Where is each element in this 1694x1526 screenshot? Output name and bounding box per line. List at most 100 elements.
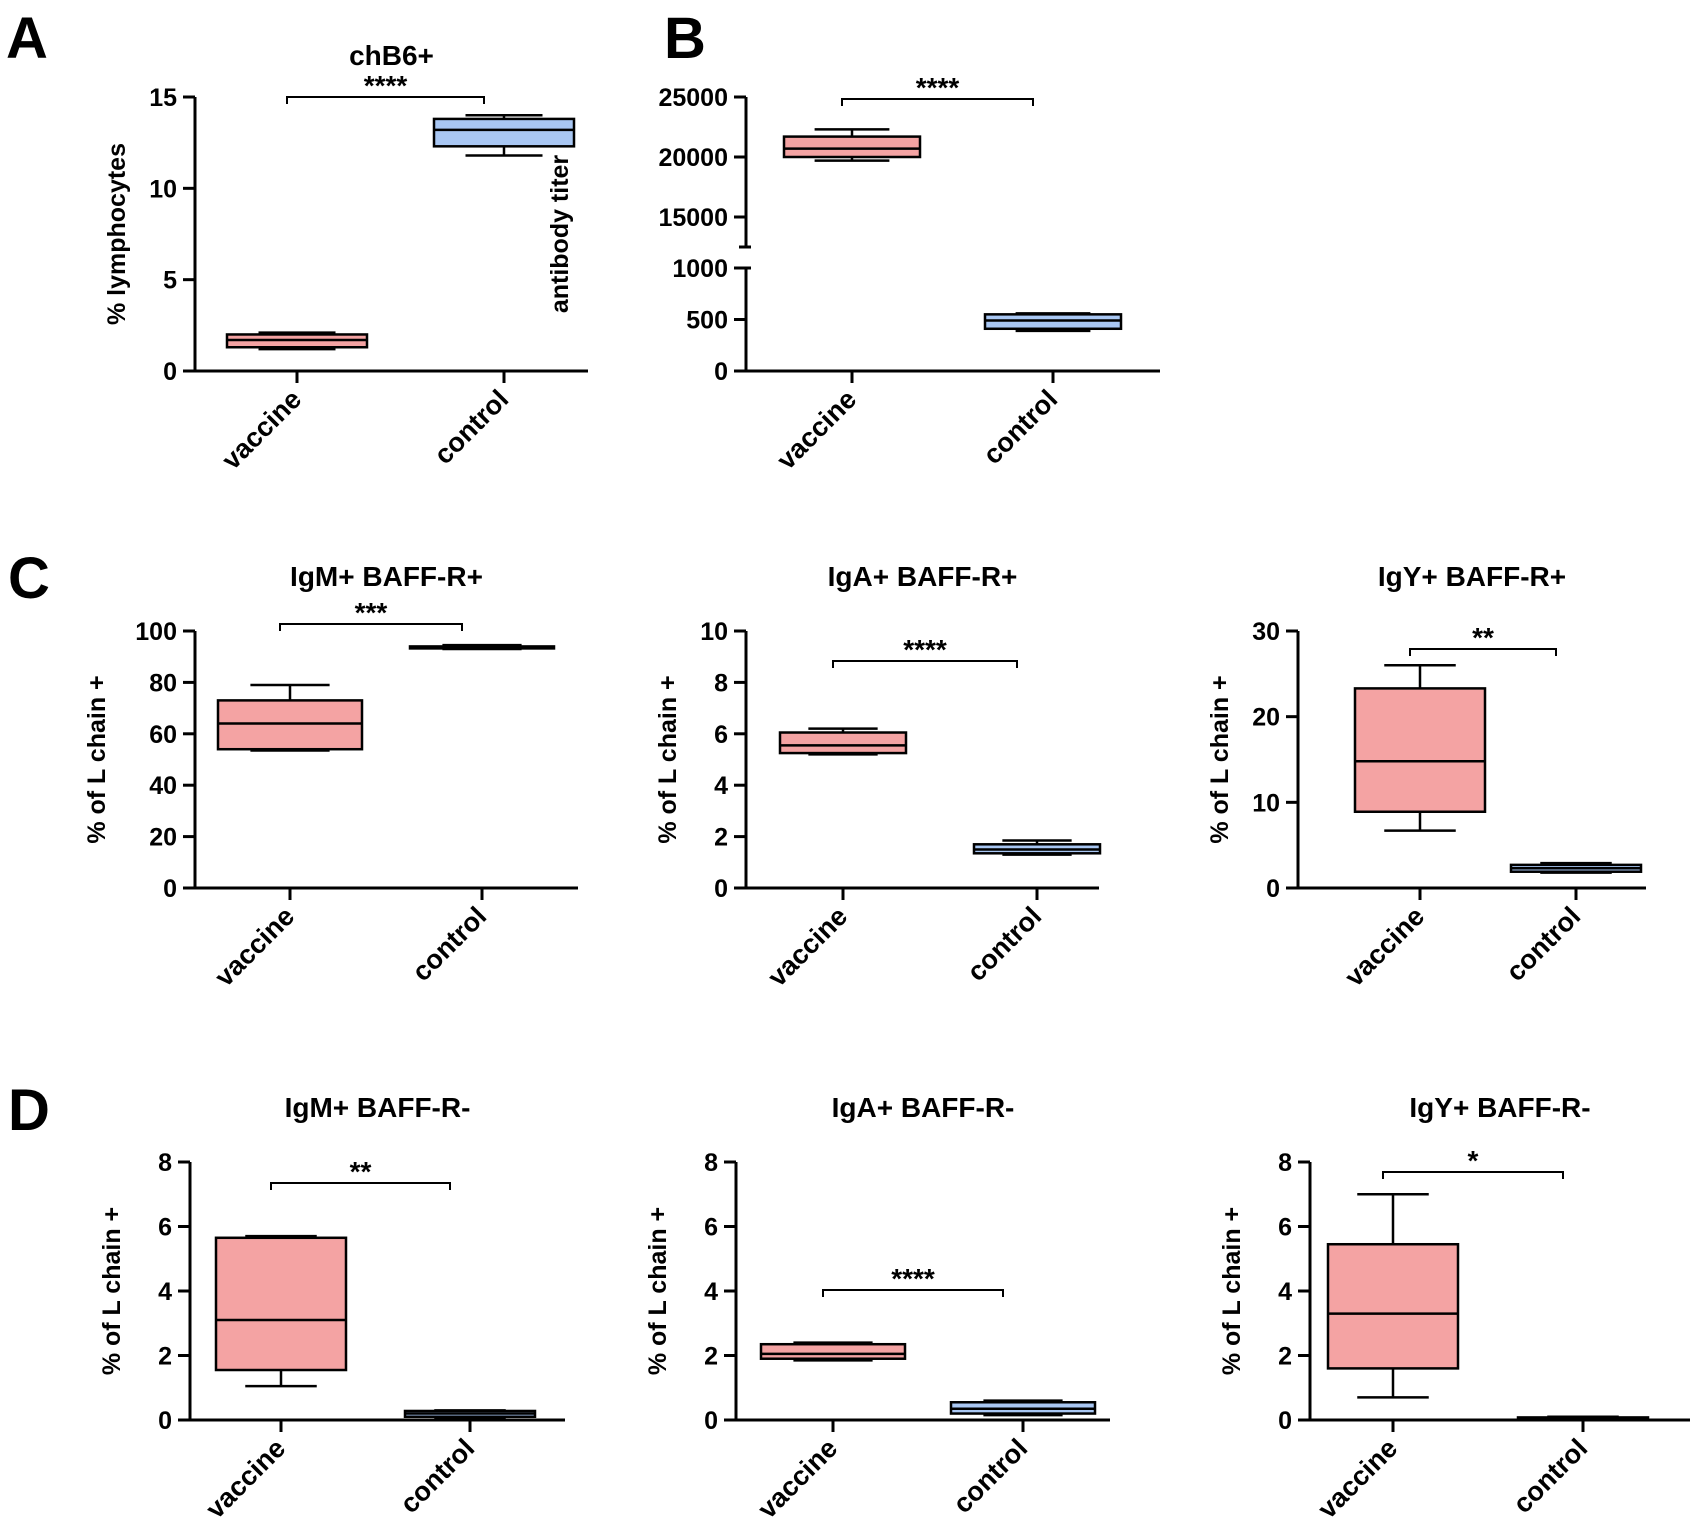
chart-title: IgA+ BAFF-R+: [828, 561, 1018, 592]
x-tick-label-control: control: [428, 384, 514, 470]
x-tick-label-vaccine: vaccine: [1339, 901, 1430, 992]
significance-bracket: [1382, 1171, 1564, 1179]
significance-label: ***: [355, 597, 388, 628]
chart-6: IgA+ BAFF-R- 0 2 4 6 8 % of L chain + vaccine co…: [644, 1092, 1110, 1524]
x-tick-label-control: control: [1500, 901, 1586, 987]
y-tick-label: 5: [163, 267, 177, 295]
y-tick-label: 8: [1278, 1149, 1292, 1177]
chart-2: IgM+ BAFF-R+ 0 20 40 60 80 100 % of L chain + va…: [83, 561, 578, 992]
y-axis-label: % lymphocytes: [103, 143, 131, 325]
y-tick-label: 2: [714, 824, 728, 852]
y-tick-label: 15000: [658, 204, 728, 232]
significance-bracket: [279, 623, 463, 631]
y-tick-label: 4: [1278, 1278, 1292, 1306]
x-tick-label-vaccine: vaccine: [762, 901, 853, 992]
y-tick-label: 80: [149, 669, 177, 697]
x-tick-label-control: control: [961, 901, 1047, 987]
y-tick-label: 0: [714, 875, 728, 903]
y-tick-label: 60: [149, 721, 177, 749]
y-tick-label: 20000: [658, 144, 728, 172]
y-tick-label: 6: [714, 721, 728, 749]
x-tick-label-vaccine: vaccine: [771, 384, 862, 475]
y-axis-label: % of L chain +: [1206, 675, 1234, 843]
significance-label: *: [1468, 1145, 1479, 1176]
y-tick-label: 6: [158, 1214, 172, 1242]
y-tick-label: 8: [714, 669, 728, 697]
chart-3: IgA+ BAFF-R+ 0 2 4 6 8 10 % of L chain + vaccine…: [654, 561, 1102, 992]
box-vaccine-iqr: [759, 1342, 907, 1360]
significance-bracket: [1409, 648, 1557, 656]
y-tick-label: 0: [714, 358, 728, 386]
significance-bracket: [841, 98, 1034, 106]
y-axis-label: % of L chain +: [644, 1207, 672, 1375]
significance-label: ****: [891, 1263, 935, 1294]
y-tick-label: 10: [700, 618, 728, 646]
y-axis-label: % of L chain +: [98, 1207, 126, 1375]
box-vaccine-iqr: [214, 1236, 348, 1372]
chart-1: 0 500 1000 15000 20000 25000 antibody titer vac…: [546, 72, 1160, 475]
box-vaccine-iqr: [1326, 1242, 1460, 1370]
significance-bracket: [286, 96, 485, 104]
y-tick-label: 20: [149, 824, 177, 852]
y-tick-label: 8: [158, 1149, 172, 1177]
chart-title: IgM+ BAFF-R+: [290, 561, 483, 592]
y-tick-label: 2: [1278, 1343, 1292, 1371]
x-tick-label-vaccine: vaccine: [1312, 1433, 1403, 1524]
y-tick-label: 0: [158, 1407, 172, 1435]
y-tick-label: 1000: [672, 255, 728, 283]
significance-label: ****: [903, 634, 947, 665]
chart-title: IgM+ BAFF-R-: [285, 1092, 471, 1123]
y-tick-label: 4: [158, 1278, 172, 1306]
box-control-iqr: [432, 117, 576, 148]
y-tick-label: 4: [714, 772, 728, 800]
y-tick-label: 0: [163, 875, 177, 903]
significance-bracket: [832, 660, 1018, 668]
y-axis-label: % of L chain +: [83, 675, 111, 843]
x-tick-label-vaccine: vaccine: [752, 1433, 843, 1524]
y-tick-label: 8: [704, 1149, 718, 1177]
chart-title: IgA+ BAFF-R-: [832, 1092, 1015, 1123]
chart-4: IgY+ BAFF-R+ 0 10 20 30 % of L chain + vaccine…: [1206, 561, 1646, 992]
x-tick-label-control: control: [947, 1433, 1033, 1519]
y-tick-label: 500: [686, 307, 728, 335]
box-vaccine-iqr: [216, 699, 364, 751]
significance-label: **: [1472, 622, 1494, 653]
panel-letter-c: C: [8, 546, 50, 611]
chart-title: IgY+ BAFF-R-: [1409, 1092, 1590, 1123]
y-tick-label: 20: [1252, 704, 1280, 732]
y-tick-label: 6: [704, 1214, 718, 1242]
y-tick-label: 2: [158, 1343, 172, 1371]
chart-title: IgY+ BAFF-R+: [1378, 561, 1566, 592]
x-tick-label-vaccine: vaccine: [200, 1433, 291, 1524]
x-tick-label-vaccine: vaccine: [209, 901, 300, 992]
y-axis-label: % of L chain +: [1218, 1207, 1246, 1375]
x-tick-label-control: control: [1507, 1433, 1593, 1519]
y-tick-label: 25000: [658, 84, 728, 112]
y-tick-label: 0: [1278, 1407, 1292, 1435]
y-axis-label: % of L chain +: [654, 675, 682, 843]
box-vaccine-iqr: [778, 731, 908, 755]
y-tick-label: 6: [1278, 1214, 1292, 1242]
significance-label: ****: [364, 70, 408, 101]
y-tick-label: 10: [1252, 789, 1280, 817]
x-tick-label-control: control: [977, 384, 1063, 470]
significance-label: **: [350, 1156, 372, 1187]
chart-5: IgM+ BAFF-R- 0 2 4 6 8 % of L chain + vaccine co…: [98, 1092, 565, 1524]
y-tick-label: 2: [704, 1343, 718, 1371]
panel-letter-b: B: [664, 6, 706, 71]
y-tick-label: 10: [149, 175, 177, 203]
significance-label: ****: [916, 72, 960, 103]
y-tick-label: 40: [149, 772, 177, 800]
y-tick-label: 0: [704, 1407, 718, 1435]
y-tick-label: 0: [163, 358, 177, 386]
y-tick-label: 4: [704, 1278, 718, 1306]
y-tick-label: 0: [1266, 875, 1280, 903]
x-tick-label-control: control: [406, 901, 492, 987]
chart-7: IgY+ BAFF-R- 0 2 4 6 8 % of L chain + vaccine co…: [1218, 1092, 1690, 1524]
box-vaccine-iqr: [1353, 687, 1487, 814]
x-tick-label-control: control: [394, 1433, 480, 1519]
panel-letter-d: D: [8, 1078, 50, 1143]
y-tick-label: 100: [135, 618, 177, 646]
y-tick-label: 30: [1252, 618, 1280, 646]
